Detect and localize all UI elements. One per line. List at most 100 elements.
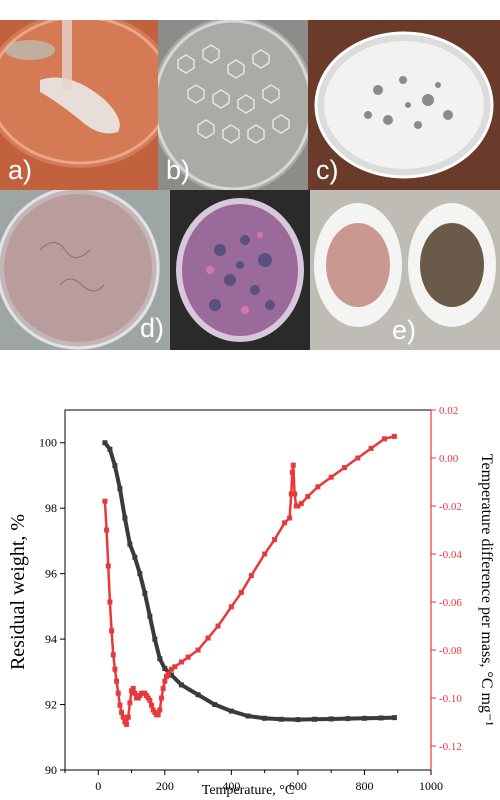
dta-point xyxy=(124,721,130,727)
right-tick-label: -0.12 xyxy=(439,741,462,753)
dta-point xyxy=(127,700,133,706)
weight-point xyxy=(361,715,367,721)
weight-point xyxy=(328,716,334,722)
dta-point xyxy=(172,664,178,670)
dta-point xyxy=(289,469,295,475)
dta-point xyxy=(292,491,298,497)
dta-point xyxy=(381,436,387,442)
weight-point xyxy=(127,541,133,547)
left-axis-label: Residual weight, % xyxy=(7,514,29,670)
weight-point xyxy=(132,554,138,560)
dta-point xyxy=(315,484,321,490)
dta-point xyxy=(295,503,301,509)
photo-panel-c: c) xyxy=(308,20,500,190)
dta-point xyxy=(147,697,153,703)
right-tick-label: 0.00 xyxy=(439,453,459,465)
weight-point xyxy=(378,715,384,721)
weight-point xyxy=(102,440,108,446)
x-tick-label: 400 xyxy=(222,779,240,793)
dta-point xyxy=(328,474,334,480)
right-tick-label: -0.04 xyxy=(439,549,462,561)
weight-point xyxy=(152,636,158,642)
dta-point xyxy=(160,685,166,691)
dta-point xyxy=(287,515,293,521)
x-tick-label: 0 xyxy=(95,779,101,793)
dta-point xyxy=(215,623,221,629)
weight-point xyxy=(345,716,351,722)
weight-point xyxy=(245,713,251,719)
dta-point xyxy=(391,433,397,439)
weight-point xyxy=(195,692,201,698)
dta-point xyxy=(298,501,304,507)
weight-point xyxy=(391,715,397,721)
left-tick-label: 96 xyxy=(45,567,57,581)
dta-point xyxy=(155,712,161,718)
dta-point xyxy=(262,551,268,557)
dta-point xyxy=(368,445,374,451)
dta-point xyxy=(228,604,234,610)
dta-point xyxy=(205,635,211,641)
dta-point xyxy=(109,628,115,634)
weight-point xyxy=(117,486,123,492)
weight-point xyxy=(142,590,148,596)
x-axis-label: Temperature, °C xyxy=(202,783,294,798)
dta-point xyxy=(125,714,131,720)
dta-point xyxy=(305,493,311,499)
dta-line xyxy=(103,435,395,728)
dta-point xyxy=(104,527,110,533)
dta-point xyxy=(178,659,184,665)
dta-point xyxy=(290,462,296,468)
photo-panel-b: b) xyxy=(158,20,308,190)
panel-label-e: e) xyxy=(392,315,417,345)
dta-point xyxy=(162,678,168,684)
left-tick-label: 90 xyxy=(45,763,57,777)
dta-point xyxy=(120,714,126,720)
x-tick-label: 1000 xyxy=(419,779,443,793)
panel-label-a: a) xyxy=(8,155,33,185)
right-tick-label: -0.02 xyxy=(439,501,462,513)
weight-point xyxy=(137,571,143,577)
weight-point xyxy=(212,702,218,708)
dta-point xyxy=(288,491,294,497)
weight-point xyxy=(312,716,318,722)
left-tick-label: 100 xyxy=(39,436,57,450)
dta-point xyxy=(115,690,121,696)
tga-dta-chart: 90 92 94 96 98 100 0.02 0.00 -0.02 -0.04 -0.06 -0.… xyxy=(7,405,495,798)
dta-point xyxy=(119,709,125,715)
weight-point xyxy=(228,708,234,714)
dta-point xyxy=(114,678,120,684)
dta-point xyxy=(112,666,118,672)
weight-point xyxy=(157,656,163,662)
weight-point xyxy=(107,446,113,452)
weight-point xyxy=(162,666,168,672)
dta-point xyxy=(168,666,174,672)
right-tick-label: -0.08 xyxy=(439,645,462,657)
dta-point xyxy=(102,498,108,504)
weight-point xyxy=(168,672,174,678)
dta-point xyxy=(238,589,244,595)
dta-point xyxy=(355,455,361,461)
dta-point xyxy=(149,702,155,708)
dta-series xyxy=(102,433,397,728)
left-tick-label: 98 xyxy=(45,501,57,515)
photo-panel-e-mid xyxy=(170,190,310,350)
dta-point xyxy=(110,652,116,658)
dta-point xyxy=(157,707,163,713)
dta-point xyxy=(132,690,138,696)
dta-point xyxy=(107,599,113,605)
panel-label-c: c) xyxy=(316,155,339,185)
panel-label-b: b) xyxy=(166,155,191,185)
right-axis-ticks: 0.02 0.00 -0.02 -0.04 -0.06 -0.08 -0.10 -0.12 xyxy=(430,405,462,770)
dta-point xyxy=(158,695,164,701)
panel-label-d: d) xyxy=(140,313,165,343)
weight-line xyxy=(103,441,395,722)
dta-point xyxy=(248,573,254,579)
dta-point xyxy=(272,537,278,543)
weight-point xyxy=(262,715,268,721)
dta-point xyxy=(165,671,171,677)
weight-point xyxy=(278,716,284,722)
dta-point xyxy=(105,563,111,569)
dta-point xyxy=(185,654,191,660)
photo-panel-e: e) xyxy=(310,190,500,350)
residual-weight-series xyxy=(102,440,397,723)
